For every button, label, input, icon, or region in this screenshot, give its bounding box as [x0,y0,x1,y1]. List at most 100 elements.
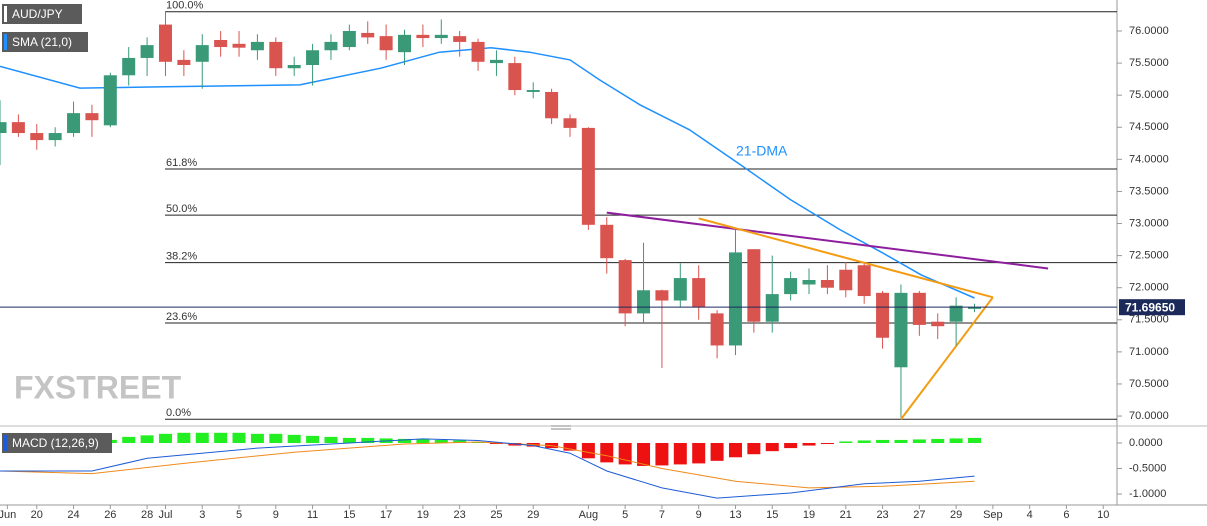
macd-box [2,433,112,453]
y-tick-label: 71.5000 [1129,314,1169,326]
candle-body [471,41,485,62]
candle-body [103,75,117,126]
y-tick-label: 75.0000 [1129,89,1169,101]
candle-body [857,265,871,297]
candle-body [747,249,761,322]
y-tick-label: 73.5000 [1129,185,1169,197]
histogram-bar [140,435,154,444]
indicator-title: SMA (21,0) [12,35,72,49]
histogram-bar [857,440,871,444]
fib-level-label: 100.0% [166,0,204,12]
candle-body [379,36,393,51]
candle-body [912,292,926,325]
histogram-bar [600,443,614,463]
histogram-bar [122,436,136,444]
candle-body [728,252,742,346]
histogram-bar [802,443,816,446]
candle-body [545,91,559,119]
candle-body [306,50,320,66]
histogram-bar [177,432,191,444]
candle-body [232,43,246,48]
histogram-bar [214,432,228,444]
histogram-bar [949,438,963,444]
x-tick-label: 20 [31,509,43,521]
title-marker [4,6,7,22]
candle-body [416,34,430,39]
histogram-bar [398,438,412,444]
panel-grip [551,425,571,430]
candle-body [0,122,7,134]
histogram-bar [232,432,246,444]
histogram-bar [324,436,338,444]
indicator-marker [4,34,7,50]
candle-body [600,224,614,259]
x-tick-label: 23 [454,509,466,521]
x-tick-label: 21 [840,509,852,521]
x-tick-label: 24 [67,509,79,521]
candle-body [250,41,264,51]
candle-body [784,278,798,295]
macd-line [0,438,975,499]
candle-body [839,269,853,291]
histogram-bar [968,437,982,444]
y-tick-label: 73.0000 [1129,217,1169,229]
candle-body [140,45,154,58]
y-tick-label: 70.0000 [1129,410,1169,422]
x-tick-label: 9 [696,509,702,521]
y-tick-label: 0.0000 [1129,437,1163,449]
candle-body [269,41,283,69]
histogram-bar [287,434,301,444]
y-tick-label: 72.0000 [1129,282,1169,294]
macd-title: MACD (12,26,9) [12,436,99,450]
trendline [698,217,994,299]
candle-body [11,122,25,134]
histogram-bar [710,443,724,461]
candle-body [526,90,540,92]
y-tick-label: 75.5000 [1129,57,1169,69]
histogram-bar [912,439,926,444]
x-tick-label: 15 [343,509,355,521]
fib-level-label: 0.0% [166,407,191,419]
histogram-bar [673,443,687,465]
candle-body [30,133,44,141]
histogram-bar [416,439,430,444]
y-tick-label: -0.5000 [1129,462,1166,474]
fib-level-label: 61.8% [166,157,197,169]
x-tick-label: 19 [417,509,429,521]
histogram-bar [692,443,706,464]
macd-marker [4,435,7,451]
x-tick-label: 15 [766,509,778,521]
x-tick-label: 10 [1097,509,1109,521]
fib-level-label: 23.6% [166,311,197,323]
x-tick-label: 9 [273,509,279,521]
histogram-bar [839,441,853,444]
fib-level-label: 38.2% [166,251,197,263]
candle-body [67,113,81,134]
last-price-label: 71.69650 [1125,300,1175,314]
y-tick-label: 76.0000 [1129,25,1169,37]
candle-body [158,24,172,62]
y-tick-label: 72.5000 [1129,250,1169,262]
title-box [2,4,82,24]
histogram-bar [765,443,779,452]
candle-body [195,45,209,62]
x-tick-label: 3 [199,509,205,521]
candle-body [122,57,136,76]
candle-body [673,278,687,301]
x-tick-label: 27 [913,509,925,521]
histogram-bar [306,435,320,444]
x-tick-label: 6 [1063,509,1069,521]
candle-body [765,294,779,322]
candle-body [876,292,890,338]
candle-body [398,34,412,53]
x-tick-label: Jul [158,509,172,521]
fib-level-label: 50.0% [166,203,197,215]
y-tick-label: 74.5000 [1129,121,1169,133]
x-tick-label: 25 [490,509,502,521]
candle-body [508,63,522,91]
histogram-bar [784,443,798,449]
candle-body [710,313,724,346]
candle-body [968,306,982,309]
candle-body [618,260,632,314]
x-tick-label: Sep [983,509,1003,521]
